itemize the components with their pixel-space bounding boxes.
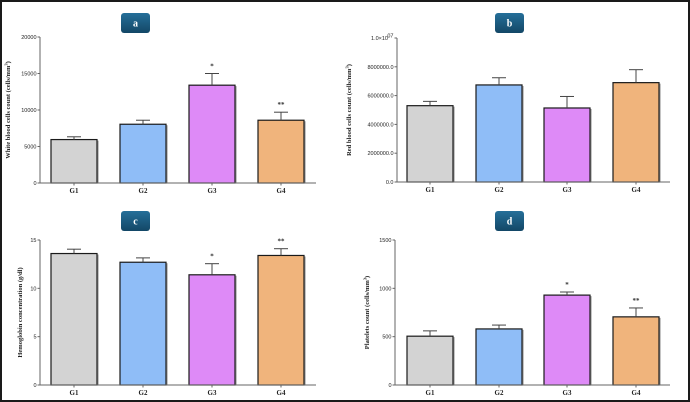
panel-badge-b: b bbox=[495, 13, 524, 33]
x-tick-label: G4 bbox=[632, 186, 641, 194]
x-tick-label: G1 bbox=[70, 389, 79, 397]
y-tick-label-exponent: 07 bbox=[387, 34, 393, 40]
y-axis-label: Hemoglobin concentration (g/dl) bbox=[17, 267, 24, 357]
bar-g1 bbox=[406, 105, 454, 183]
y-tick-label: 15 bbox=[30, 238, 36, 244]
y-axis-label-superscript: 3 bbox=[363, 277, 368, 280]
y-tick-label: 500 bbox=[382, 335, 391, 341]
panel-badge-c: c bbox=[121, 211, 150, 231]
bar-g4 bbox=[612, 82, 660, 183]
y-tick-label: 1.0×10 bbox=[371, 36, 388, 42]
panel-badge-box bbox=[121, 13, 150, 33]
bar-g2 bbox=[119, 261, 167, 386]
bar-g4 bbox=[257, 254, 305, 386]
panel-b: b 0.0 2000000.0 4000000.0 6000000.0 8000000.0… bbox=[345, 13, 670, 194]
bar-g4 bbox=[257, 119, 305, 184]
panel-badge-box bbox=[495, 13, 524, 33]
y-tick-label: 1500 bbox=[379, 238, 391, 244]
x-tick-label: G4 bbox=[632, 389, 641, 397]
significance-marker: ** bbox=[278, 238, 286, 246]
y-tick-label: 10 bbox=[30, 286, 36, 292]
y-tick-label: 0 bbox=[33, 383, 36, 389]
panel-label: a bbox=[133, 19, 138, 30]
panel-label: d bbox=[507, 217, 513, 228]
significance-marker: ** bbox=[633, 297, 641, 305]
x-tick-label: G4 bbox=[277, 389, 286, 397]
panel-a: a 0 5000 10000 15000 20000 White blood cells c… bbox=[4, 13, 316, 195]
bar-g3 bbox=[188, 84, 236, 184]
y-tick-label: 4000000.0 bbox=[368, 122, 394, 128]
bar-g1 bbox=[50, 252, 98, 386]
y-axis-label-tail: ) bbox=[5, 61, 12, 63]
x-tick-label: G1 bbox=[426, 186, 435, 194]
significance-marker: * bbox=[210, 63, 214, 71]
x-tick-label: G3 bbox=[563, 186, 572, 194]
x-tick-label: G2 bbox=[139, 389, 148, 397]
y-tick-label: 0.0 bbox=[386, 180, 394, 186]
y-tick-label: 0 bbox=[33, 181, 36, 187]
y-tick-label: 2000000.0 bbox=[368, 151, 394, 157]
bar-g3 bbox=[188, 274, 236, 386]
y-tick-label: 5 bbox=[33, 335, 36, 341]
y-tick-label: 0 bbox=[388, 383, 391, 389]
panel-badge-box bbox=[495, 211, 524, 231]
y-axis-label: Red blood cells count (cells/mm3) bbox=[345, 64, 354, 156]
x-tick-label: G3 bbox=[208, 187, 217, 195]
bar-g3 bbox=[543, 294, 591, 386]
y-axis-label-superscript: 3 bbox=[345, 66, 350, 69]
y-tick-label: 15000 bbox=[21, 72, 36, 78]
y-axis-label: White blood cells count (cells/mm3) bbox=[4, 61, 13, 159]
y-axis-label-text: Hemoglobin concentration (g/dl) bbox=[17, 267, 24, 357]
bar-g2 bbox=[475, 328, 523, 386]
panel-label: c bbox=[133, 217, 138, 228]
y-axis-label-tail: ) bbox=[346, 64, 353, 66]
x-tick-label: G2 bbox=[139, 187, 148, 195]
panel-badge-a: a bbox=[121, 13, 150, 33]
significance-marker: * bbox=[565, 281, 569, 289]
y-axis-label-text: White blood cells count (cells/mm bbox=[5, 65, 12, 159]
bar-g1 bbox=[406, 335, 454, 386]
y-tick-label: 20000 bbox=[21, 35, 36, 41]
y-axis-label: Platelets count (cells/mm3) bbox=[363, 276, 372, 349]
y-tick-label: 1000 bbox=[379, 286, 391, 292]
x-tick-label: G1 bbox=[426, 389, 435, 397]
y-axis-label-tail: ) bbox=[364, 276, 371, 278]
y-tick-label: 10000 bbox=[21, 108, 36, 114]
x-tick-label: G3 bbox=[208, 389, 217, 397]
panel-badge-box bbox=[121, 211, 150, 231]
x-tick-label: G1 bbox=[70, 187, 79, 195]
x-tick-label: G2 bbox=[495, 186, 504, 194]
panel-c: c 0 5 10 15 Hemoglobin concentration (g/dl) G1… bbox=[17, 211, 316, 397]
significance-marker: * bbox=[210, 253, 214, 261]
x-tick-label: G4 bbox=[277, 187, 286, 195]
bar-g2 bbox=[475, 84, 523, 183]
y-axis-label-text: Platelets count (cells/mm bbox=[364, 280, 371, 350]
panel-badge-d: d bbox=[495, 211, 524, 231]
y-tick-label: 6000000.0 bbox=[368, 94, 394, 100]
panel-label: b bbox=[507, 19, 513, 30]
y-tick-label: 5000 bbox=[24, 145, 36, 151]
panel-d: d 0 500 1000 1500 Platelets count (cells/mm3)… bbox=[363, 211, 670, 397]
bar-g2 bbox=[119, 123, 167, 184]
bar-g1 bbox=[50, 138, 98, 184]
x-tick-label: G3 bbox=[563, 389, 572, 397]
x-tick-label: G2 bbox=[495, 389, 504, 397]
bar-g4 bbox=[612, 316, 660, 386]
y-tick-label: 8000000.0 bbox=[368, 65, 394, 71]
y-axis-label-text: Red blood cells count (cells/mm bbox=[346, 68, 353, 156]
y-axis-label-superscript: 3 bbox=[4, 63, 9, 66]
bar-g3 bbox=[543, 107, 591, 183]
significance-marker: ** bbox=[278, 101, 286, 109]
